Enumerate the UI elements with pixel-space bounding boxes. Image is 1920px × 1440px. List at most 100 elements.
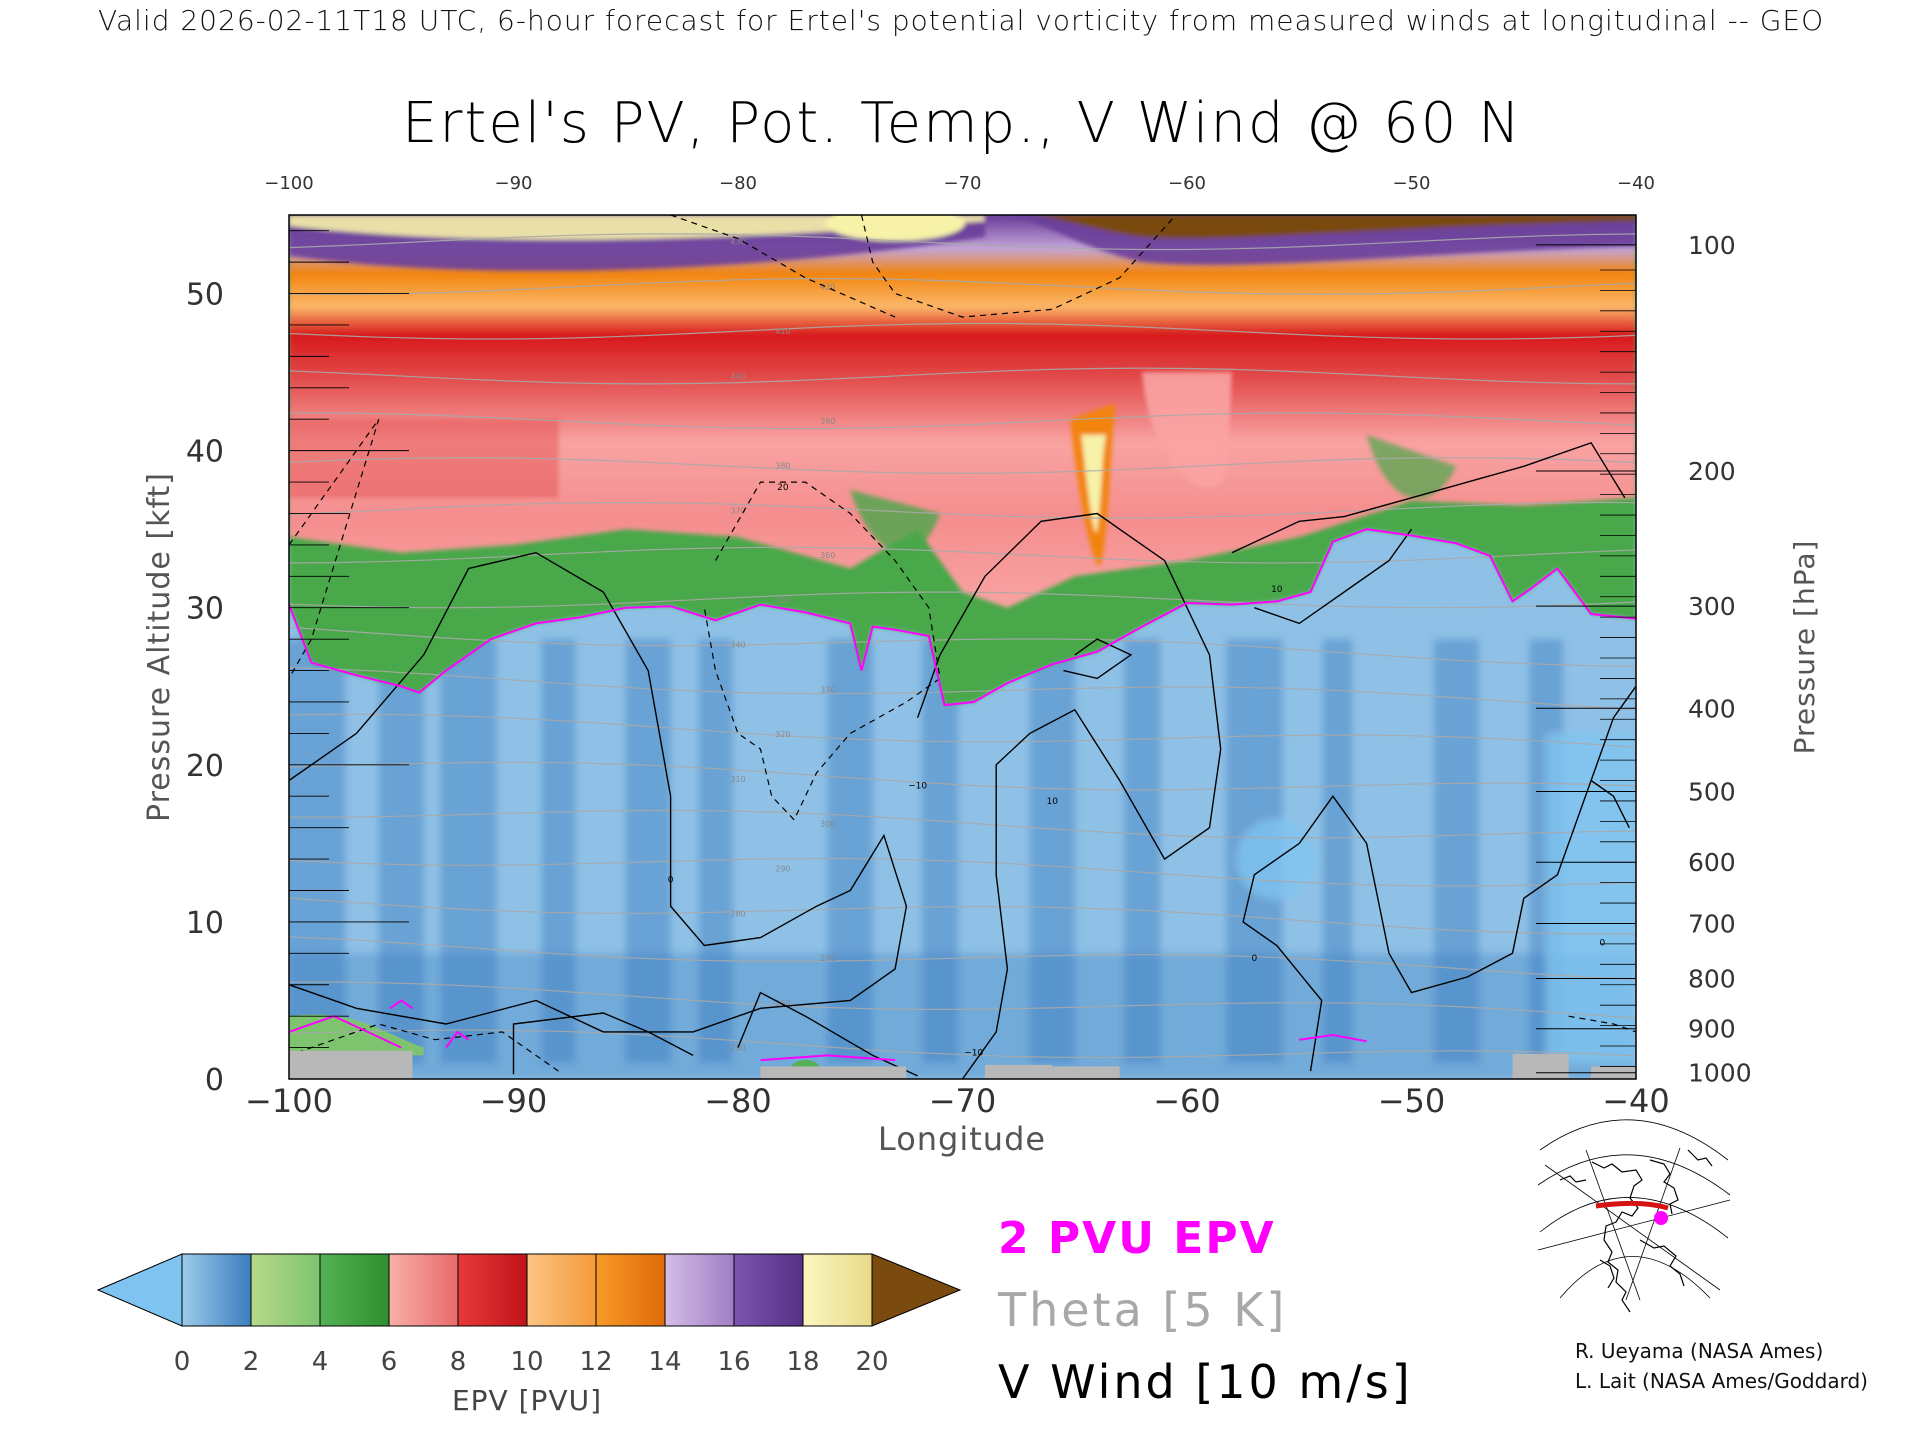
top-tick-label: −40	[1617, 173, 1655, 194]
theta-label: 350	[775, 596, 790, 605]
theta-label: 340	[730, 641, 745, 650]
colorbar-under-arrow	[96, 1253, 183, 1327]
map-location-marker	[1654, 1211, 1668, 1225]
theta-contour	[289, 761, 1636, 791]
x-tick-label: −50	[1378, 1082, 1446, 1120]
v-wind-contour	[916, 512, 1222, 1079]
y-tick-label: 0	[205, 1063, 224, 1098]
theta-contour	[289, 367, 1636, 385]
theta-contour	[289, 457, 1636, 475]
yellow-layer	[289, 215, 985, 240]
stratosphere-features	[289, 215, 1636, 566]
theta-contour	[289, 546, 1636, 564]
green-patch	[1366, 434, 1457, 499]
pressure-tick-label: 700	[1688, 909, 1736, 938]
pink-tongue	[1142, 372, 1232, 488]
yellow-patch	[825, 215, 966, 241]
pressure-axis-title: Pressure [hPa]	[1788, 540, 1821, 755]
v-wind-contour	[1590, 779, 1630, 829]
colorbar-tick-label: 14	[648, 1347, 681, 1377]
v-wind-label: −10	[964, 1048, 983, 1058]
theta-contour	[289, 809, 1636, 839]
top-tick-label: −70	[944, 173, 982, 194]
terrain-block	[1052, 1066, 1120, 1079]
terrain-block	[1512, 1053, 1569, 1079]
theta-contour	[289, 626, 1636, 667]
legend-2pvu: 2 PVU EPV	[998, 1213, 1276, 1264]
theta-label: 330	[820, 685, 835, 694]
locator-map-inset	[1534, 1119, 1731, 1313]
top-tick-label: −80	[719, 173, 757, 194]
theta-contour	[289, 981, 1636, 1019]
pressure-ticks	[1536, 244, 1636, 1074]
colorbar-tick-label: 20	[855, 1347, 888, 1377]
pressure-tick-label: 1000	[1688, 1059, 1752, 1088]
y-axis-labels: 0 10 20 30 40 50	[186, 278, 224, 1098]
v-wind-contour-negative	[860, 215, 1177, 318]
v-wind-contour	[1254, 528, 1413, 625]
y-tick-label: 50	[186, 278, 224, 313]
colorbar-tick-label: 0	[174, 1347, 191, 1377]
x-axis-title: Longitude	[878, 1120, 1046, 1158]
v-wind-label: 10	[1047, 797, 1059, 807]
v-wind-contour	[1063, 638, 1133, 680]
theta-label: 380	[775, 462, 790, 471]
y-tick-label: 40	[186, 435, 224, 470]
x-tick-label: −100	[245, 1082, 333, 1120]
pressure-tick-label: 600	[1688, 848, 1736, 877]
theta-label: 260	[775, 999, 790, 1008]
map-graticule	[1537, 1119, 1731, 1301]
legend: 2 PVU EPV Theta [5 K] V Wind [10 m/s]	[997, 1213, 1410, 1409]
plot-frame	[288, 214, 1637, 1080]
epv-2pvu-contour-segment	[389, 999, 414, 1010]
theta-label: 400	[730, 372, 745, 381]
v-wind-contour-negative	[1568, 1015, 1636, 1033]
epv-2pvu-contour-segment	[445, 1030, 470, 1049]
theta-contour	[289, 936, 1636, 980]
low-epv-patch	[1546, 733, 1636, 1064]
theta-contour	[289, 857, 1636, 887]
epv-2pvu-contour	[289, 528, 1636, 707]
theta-label: 270	[820, 954, 835, 963]
stratosphere-band	[289, 215, 1636, 608]
pressure-tick-label: 300	[1688, 592, 1736, 621]
brown-layer	[1029, 215, 1636, 239]
theta-label: 420	[820, 282, 835, 291]
v-wind-label: 10	[1271, 585, 1283, 595]
theta-contour	[289, 322, 1636, 340]
theta-label: 390	[820, 417, 835, 426]
colorbar-tick-label: 16	[717, 1347, 750, 1377]
green-patch	[850, 489, 941, 553]
v-wind-contour-negative	[289, 418, 380, 679]
credit-line: R. Ueyama (NASA Ames)	[1575, 1339, 1824, 1363]
pressure-tick-label: 500	[1688, 778, 1736, 807]
y-tick-label: 20	[186, 749, 224, 784]
top-tick-label: −100	[264, 173, 313, 194]
pressure-tick-label: 900	[1688, 1015, 1736, 1044]
terrain-block	[984, 1064, 1053, 1079]
pressure-tick-label: 800	[1688, 964, 1736, 993]
x-tick-label: −70	[929, 1082, 997, 1120]
surface-terrain	[289, 1050, 1636, 1079]
colorbar-tick-label: 4	[312, 1347, 329, 1377]
v-wind-label: 0	[668, 876, 674, 886]
theta-contours: 250 260 270 280 290 300 310 320 330 340 350 360 370 3…	[289, 233, 1636, 1059]
v-wind-label: 0	[1599, 938, 1605, 948]
x-tick-label: −60	[1153, 1082, 1221, 1120]
map-coastlines	[1559, 1149, 1713, 1313]
colorbar-separators	[250, 1254, 804, 1326]
v-wind-label: 20	[777, 483, 789, 493]
pressure-tick-label: 400	[1688, 694, 1736, 723]
pressure-tick-label: 200	[1688, 457, 1736, 486]
theta-label: 430	[730, 238, 745, 247]
theta-label: 250	[730, 1044, 745, 1053]
pressure-tick-label: 100	[1688, 231, 1736, 260]
colorbar-tick-label: 6	[381, 1347, 398, 1377]
theta-contour	[289, 412, 1636, 430]
colorbar-tick-label: 2	[243, 1347, 260, 1377]
colorbar-tick-label: 18	[786, 1347, 819, 1377]
y-tick-label: 30	[186, 592, 224, 627]
theta-contour	[289, 501, 1636, 519]
epv-field: 250 260 270 280 290 300 310 320 330 340 350 360 370 3…	[289, 215, 1636, 1079]
theta-contour	[289, 713, 1636, 748]
